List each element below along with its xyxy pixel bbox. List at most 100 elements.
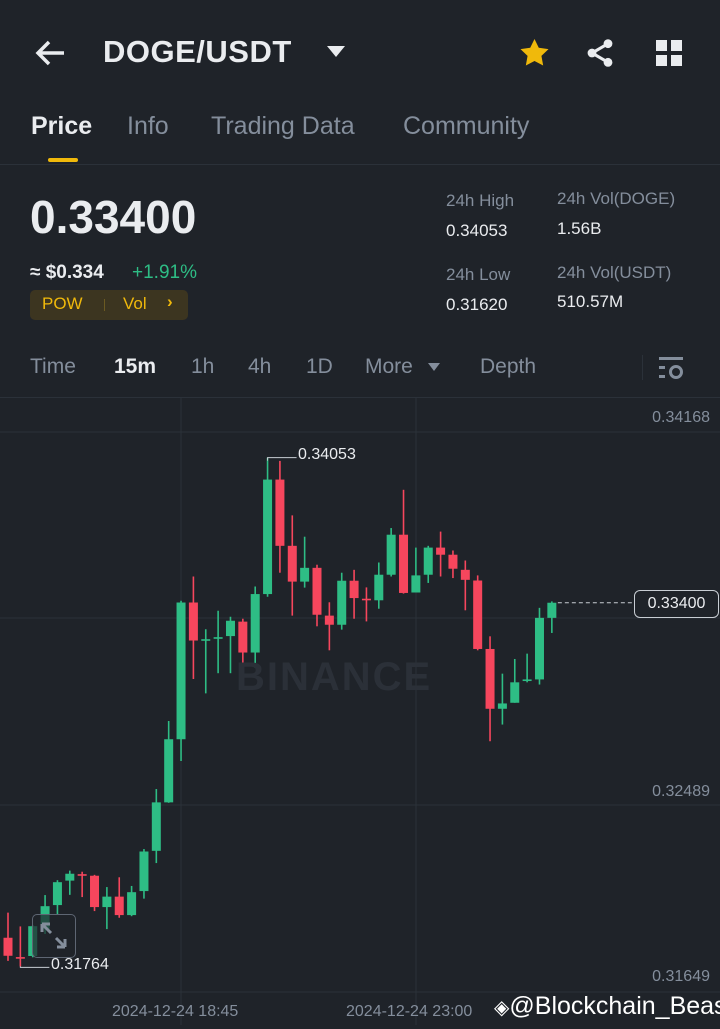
candle <box>102 887 112 930</box>
candle-body <box>300 567 310 582</box>
candle-body <box>448 554 458 569</box>
timeframe-depth[interactable]: Depth <box>480 355 537 378</box>
candle <box>225 616 235 674</box>
candle <box>497 673 507 725</box>
candle <box>164 721 174 803</box>
stat-value: 0.34053 <box>446 221 508 240</box>
candle-body <box>213 637 223 639</box>
candle <box>448 550 458 579</box>
tab-info[interactable]: Info <box>127 112 169 140</box>
candle <box>534 607 544 685</box>
candle <box>127 885 137 917</box>
candle <box>522 653 532 683</box>
candle-body <box>139 851 149 892</box>
pair-title[interactable]: DOGE/USDT <box>103 34 292 69</box>
candle <box>473 575 483 651</box>
candle-body <box>90 875 100 908</box>
low-marker-line <box>19 966 50 968</box>
candle-body <box>473 580 483 649</box>
tab-price[interactable]: Price <box>31 112 93 140</box>
candle-body <box>225 620 235 637</box>
candle-body <box>386 534 396 575</box>
candle-body <box>250 594 260 653</box>
last-price: 0.33400 <box>30 191 197 243</box>
candle <box>399 489 409 594</box>
candle <box>312 564 322 627</box>
tab-community[interactable]: Community <box>403 112 530 140</box>
candle <box>275 460 285 573</box>
chevron-right-icon: › <box>167 292 173 311</box>
candle-body <box>522 679 532 682</box>
candle-body <box>52 882 62 906</box>
candle <box>337 572 347 630</box>
candle-body <box>485 648 495 709</box>
candle <box>436 531 446 577</box>
timeframe-1h[interactable]: 1h <box>191 355 215 378</box>
candle-body <box>337 580 347 625</box>
stat-label: 24h Low <box>446 265 511 284</box>
current-price-label: 0.33400 <box>634 590 719 618</box>
active-tab-indicator <box>48 158 78 162</box>
candle-body <box>77 874 87 876</box>
star-icon[interactable] <box>518 37 551 69</box>
candle <box>15 926 25 967</box>
candle <box>324 602 334 651</box>
timeframe-more[interactable]: More <box>365 355 413 378</box>
candle-body <box>374 574 384 601</box>
candle <box>176 600 186 762</box>
tag-vol[interactable]: Vol <box>123 294 147 313</box>
tag-pow[interactable]: POW <box>42 294 83 313</box>
expand-chart-button[interactable] <box>32 914 76 958</box>
candle-body <box>102 896 112 908</box>
candle-body <box>201 639 211 641</box>
timeframe-1d[interactable]: 1D <box>306 355 333 378</box>
x-tick-label: 2024-12-24 18:45 <box>112 1003 239 1020</box>
candle <box>65 870 75 895</box>
binance-logo-icon: ◈ <box>494 997 510 1019</box>
x-tick-label: 2024-12-24 23:00 <box>346 1003 473 1020</box>
low-marker-label: 0.31764 <box>51 956 109 973</box>
candle-body <box>176 602 186 740</box>
timeframe-4h[interactable]: 4h <box>248 355 272 378</box>
candle-body <box>361 598 371 601</box>
candle-body <box>238 621 248 653</box>
tag-bar[interactable]: POW Vol › <box>30 290 188 320</box>
candle <box>263 457 273 597</box>
share-icon[interactable] <box>584 37 616 69</box>
stat-label: 24h Vol(DOGE) <box>557 189 676 208</box>
candle <box>485 636 495 742</box>
candle-body <box>411 575 421 593</box>
candle-body <box>534 617 544 680</box>
candle-body <box>127 892 137 916</box>
divider <box>0 164 720 165</box>
candle <box>3 912 13 961</box>
stat-value: 0.31620 <box>446 295 508 314</box>
candle-body <box>423 547 433 575</box>
grid-icon[interactable] <box>656 40 683 67</box>
y-tick-label: 0.34168 <box>652 409 710 426</box>
caret-down-icon[interactable] <box>327 46 345 58</box>
tab-trading-data[interactable]: Trading Data <box>211 112 355 140</box>
candle <box>361 587 371 622</box>
candle <box>300 536 310 588</box>
candle-body <box>188 602 198 641</box>
timeframe-15m[interactable]: 15m <box>114 355 157 378</box>
credit-watermark: ◈@Blockchain_Beast <box>494 991 720 1023</box>
price-change: +1.91% <box>132 262 197 283</box>
stat-value: 510.57M <box>557 292 624 311</box>
candle <box>238 618 248 668</box>
candle-body <box>324 615 334 625</box>
expand-icon <box>40 922 67 949</box>
timeframe-time[interactable]: Time <box>30 355 76 378</box>
binance-watermark: BINANCE <box>236 655 433 699</box>
stat-label: 24h High <box>446 191 515 210</box>
chart-settings-icon[interactable] <box>659 357 685 381</box>
candle-body <box>263 479 273 595</box>
back-arrow-icon[interactable] <box>34 38 66 68</box>
candle-body <box>287 545 297 582</box>
candle-body <box>510 682 520 703</box>
stat-label: 24h Vol(USDT) <box>557 263 672 282</box>
candle <box>374 562 384 609</box>
high-marker-line <box>267 457 297 461</box>
